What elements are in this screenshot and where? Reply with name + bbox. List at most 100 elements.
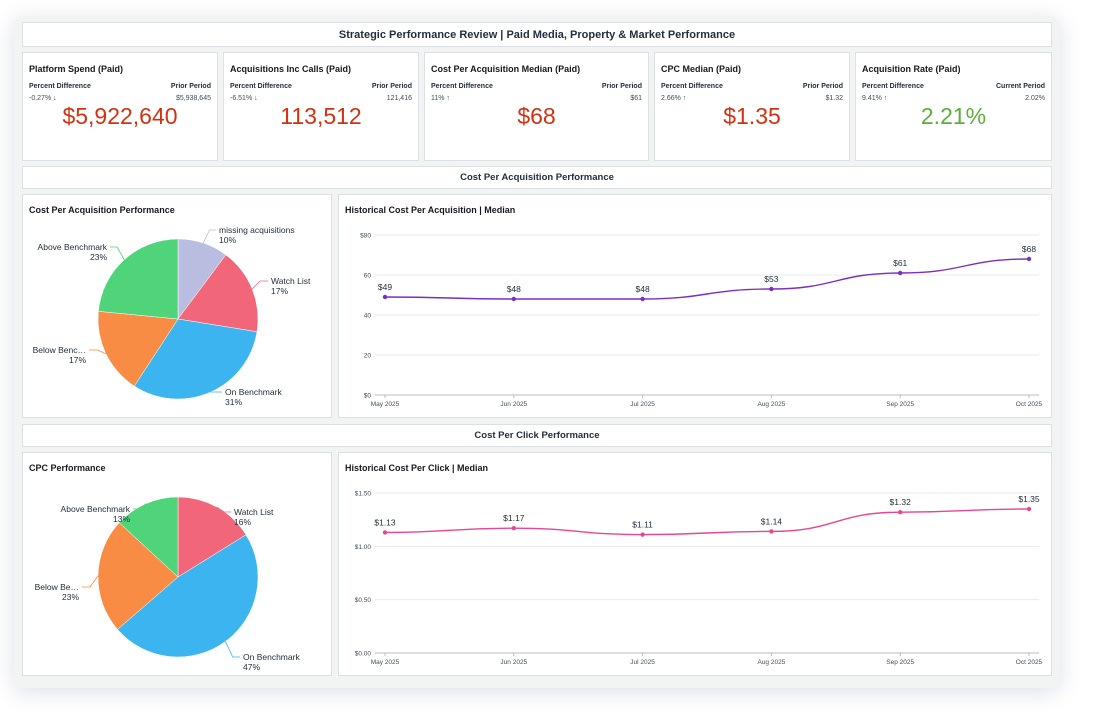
data-point[interactable] bbox=[511, 526, 516, 531]
y-tick-label: $0 bbox=[364, 393, 372, 400]
data-point[interactable] bbox=[511, 296, 516, 302]
kpi-right-value: 2.02% bbox=[1025, 95, 1045, 102]
kpi-title: Cost Per Acquisition Median (Paid) bbox=[431, 64, 581, 74]
data-point[interactable] bbox=[382, 530, 388, 535]
cpa-line-chart[interactable]: $0 20 40 60 $80 May 2025 Jun 2025 Jul 2025 Aug 2… bbox=[339, 195, 1051, 417]
chart-title: CPC Performance bbox=[29, 463, 106, 473]
section-title: Cost Per Acquisition Performance bbox=[460, 172, 614, 183]
x-tick-label: May 2025 bbox=[371, 401, 400, 408]
leader-line bbox=[82, 575, 99, 588]
chart-title: Historical Cost Per Click | Median bbox=[345, 463, 489, 473]
y-tick-label: $0.50 bbox=[355, 597, 372, 604]
pie-label: On Benchmark bbox=[243, 652, 300, 662]
pie-label: Watch List bbox=[234, 507, 274, 517]
x-tick-label: Aug 2025 bbox=[757, 401, 785, 408]
leader-line bbox=[133, 503, 147, 510]
x-tick-label: Aug 2025 bbox=[757, 659, 785, 666]
kpi-card-cpc-median[interactable]: CPC Median (Paid) Percent Difference Pri… bbox=[654, 52, 850, 161]
pie-label: missing acquisitions bbox=[219, 225, 295, 235]
kpi-left-label: Percent Difference bbox=[862, 83, 924, 90]
x-tick-label: Jun 2025 bbox=[500, 401, 527, 408]
cpc-pie-panel[interactable]: CPC Performance Watch List 16% On Benchmar… bbox=[22, 452, 332, 676]
series-line bbox=[384, 258, 1030, 300]
pie-slice-above-benchmark[interactable] bbox=[98, 238, 179, 320]
kpi-value: 113,512 bbox=[280, 103, 362, 129]
pie-label: Above Benchmark bbox=[61, 504, 131, 514]
y-tick-label: 60 bbox=[364, 273, 372, 280]
leader-line bbox=[225, 641, 240, 658]
leader-line bbox=[216, 506, 231, 513]
data-label: $48 bbox=[507, 284, 521, 294]
kpi-left-label: Percent Difference bbox=[661, 83, 723, 90]
data-point[interactable] bbox=[640, 532, 645, 537]
y-tick-label: $80 bbox=[360, 233, 371, 240]
pie-slice-on-benchmark[interactable] bbox=[117, 534, 259, 658]
data-point[interactable] bbox=[382, 294, 388, 300]
cpa-line-panel[interactable]: Historical Cost Per Acquisition | Median… bbox=[338, 194, 1052, 418]
kpi-right-value: $1.32 bbox=[825, 95, 843, 102]
pie-value-label: 17% bbox=[69, 355, 86, 365]
kpi-right-label: Prior Period bbox=[170, 83, 211, 90]
leader-line bbox=[89, 349, 107, 355]
pie-value-label: 47% bbox=[243, 662, 260, 672]
kpi-value: $1.35 bbox=[723, 103, 781, 129]
x-tick-label: Sep 2025 bbox=[886, 659, 914, 666]
pie-label: Below Be… bbox=[35, 582, 79, 592]
leader-line bbox=[202, 229, 216, 244]
x-tick-label: Jul 2025 bbox=[630, 659, 655, 666]
section-header-cpa: Cost Per Acquisition Performance bbox=[22, 166, 1052, 189]
kpi-left-value: 2.66% ↑ bbox=[661, 95, 687, 102]
cpa-pie-panel[interactable]: Cost Per Acquisition Performance missing… bbox=[22, 194, 332, 418]
kpi-right-label: Prior Period bbox=[601, 83, 642, 90]
y-tick-label: $1.00 bbox=[355, 544, 372, 551]
leader-line bbox=[251, 280, 268, 290]
data-label: $1.11 bbox=[632, 520, 653, 530]
dashboard-title: Strategic Performance Review | Paid Medi… bbox=[338, 28, 736, 41]
data-label: $49 bbox=[378, 282, 392, 292]
kpi-left-value: -0.27% ↓ bbox=[29, 95, 57, 102]
pie-label: Below Benc… bbox=[33, 345, 86, 355]
kpi-right-label: Prior Period bbox=[802, 83, 843, 90]
pie-value-label: 23% bbox=[62, 592, 79, 602]
pie-label: Watch List bbox=[271, 276, 311, 286]
data-label: $1.35 bbox=[1018, 494, 1040, 504]
chart-title: Cost Per Acquisition Performance bbox=[29, 205, 175, 215]
y-tick-label: $1.50 bbox=[355, 491, 372, 498]
data-point[interactable] bbox=[769, 529, 774, 534]
kpi-title: CPC Median (Paid) bbox=[661, 64, 742, 74]
kpi-title: Acquisitions Inc Calls (Paid) bbox=[230, 64, 352, 74]
kpi-card-platform-spend[interactable]: Platform Spend (Paid) Percent Difference… bbox=[22, 52, 218, 161]
cpc-line-panel[interactable]: Historical Cost Per Click | Median $0.00… bbox=[338, 452, 1052, 676]
data-point[interactable] bbox=[1026, 256, 1032, 262]
data-point[interactable] bbox=[898, 510, 903, 515]
kpi-card-acquisition-rate[interactable]: Acquisition Rate (Paid) Percent Differen… bbox=[855, 52, 1052, 161]
kpi-card-acquisitions[interactable]: Acquisitions Inc Calls (Paid) Percent Di… bbox=[223, 52, 419, 161]
data-point[interactable] bbox=[640, 296, 645, 302]
kpi-value: 2.21% bbox=[920, 103, 987, 129]
data-point[interactable] bbox=[1026, 506, 1032, 512]
pie-label: On Benchmark bbox=[225, 387, 282, 397]
kpi-right-label: Prior Period bbox=[371, 83, 412, 90]
cpc-line-chart[interactable]: $0.00 $0.50 $1.00 $1.50 May 2025 Jun 2025 Jul … bbox=[339, 453, 1051, 675]
data-point[interactable] bbox=[898, 270, 903, 276]
pie-value-label: 16% bbox=[234, 517, 251, 527]
pie-value-label: 31% bbox=[225, 397, 242, 407]
kpi-left-label: Percent Difference bbox=[431, 83, 493, 90]
kpi-card-cpa-median[interactable]: Cost Per Acquisition Median (Paid) Perce… bbox=[424, 52, 649, 161]
section-header-cpc: Cost Per Click Performance bbox=[22, 424, 1052, 447]
kpi-value: $68 bbox=[517, 103, 556, 129]
kpi-right-label: Current Period bbox=[995, 83, 1045, 90]
kpi-right-value: 121,416 bbox=[386, 95, 412, 102]
dashboard-frame: Strategic Performance Review | Paid Medi… bbox=[14, 16, 1060, 688]
pie-label: Above Benchmark bbox=[38, 242, 108, 252]
kpi-left-label: Percent Difference bbox=[29, 83, 91, 90]
data-label: $68 bbox=[1022, 244, 1036, 254]
y-tick-label: $0.00 bbox=[355, 651, 372, 658]
data-label: $48 bbox=[636, 284, 650, 294]
x-tick-label: May 2025 bbox=[371, 659, 400, 666]
data-point[interactable] bbox=[769, 286, 774, 292]
x-tick-label: Jul 2025 bbox=[630, 401, 655, 408]
data-label: $1.17 bbox=[503, 513, 525, 523]
